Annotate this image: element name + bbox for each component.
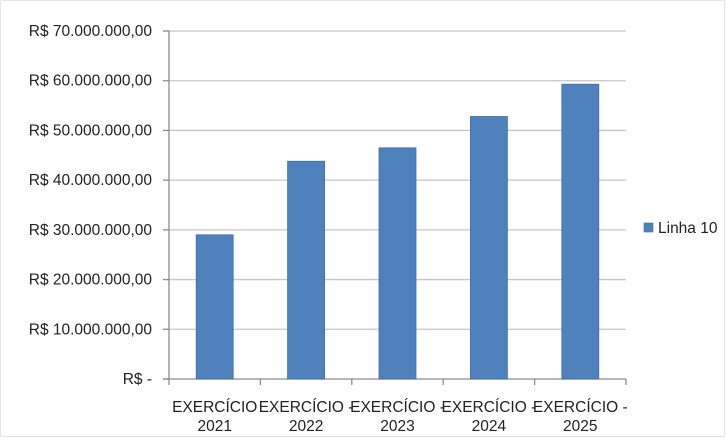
x-category-label: 2024 bbox=[472, 418, 507, 435]
x-category-label: 2022 bbox=[289, 418, 323, 435]
x-category-label: 2021 bbox=[197, 418, 231, 435]
bar bbox=[378, 147, 417, 380]
x-category-label: EXERCÍCIO - bbox=[259, 399, 354, 416]
x-category-label: EXERCÍCIO bbox=[172, 399, 257, 416]
legend-label: Linha 10 bbox=[658, 220, 718, 237]
y-tick-label: R$ - bbox=[123, 371, 152, 388]
legend-swatch bbox=[643, 222, 654, 233]
y-tick-label: R$ 40.000.000,00 bbox=[29, 172, 153, 189]
x-category-label: 2025 bbox=[563, 418, 597, 435]
y-tick-label: R$ 10.000.000,00 bbox=[29, 321, 153, 338]
y-tick-label: R$ 70.000.000,00 bbox=[29, 23, 153, 40]
x-category-label: EXERCÍCIO - bbox=[350, 399, 445, 416]
bar bbox=[195, 234, 234, 380]
bar bbox=[469, 116, 508, 380]
y-tick-label: R$ 50.000.000,00 bbox=[29, 122, 153, 139]
y-tick-label: R$ 30.000.000,00 bbox=[29, 222, 153, 239]
x-category-label: 2023 bbox=[380, 418, 414, 435]
y-tick-label: R$ 20.000.000,00 bbox=[29, 272, 153, 289]
x-category-label: EXERCÍCIO - bbox=[533, 399, 628, 416]
bar bbox=[561, 83, 600, 380]
bar bbox=[287, 160, 326, 380]
x-category-label: EXERCÍCIO - bbox=[442, 399, 537, 416]
y-tick-label: R$ 60.000.000,00 bbox=[29, 73, 153, 90]
